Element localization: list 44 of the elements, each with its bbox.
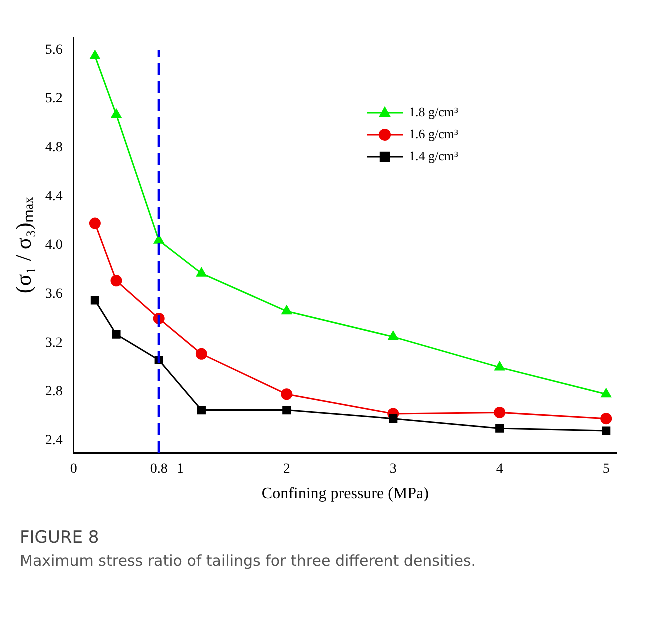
legend-label: 1.4 g/cm³ xyxy=(409,148,458,164)
y-tick-label: 2.8 xyxy=(45,384,63,400)
point xyxy=(282,406,292,415)
point xyxy=(90,296,100,305)
y-tick-label: 3.2 xyxy=(45,336,63,351)
y-tick-label: 4.4 xyxy=(45,189,63,204)
point xyxy=(197,406,206,415)
x-tick-label: 0.8 xyxy=(150,462,168,478)
legend-label: 1.6 g/cm³ xyxy=(409,126,458,142)
point xyxy=(196,268,207,277)
caption: FIGURE 8 xyxy=(20,528,100,548)
point xyxy=(282,306,292,315)
point xyxy=(110,275,122,287)
y-tick-label: 2.4 xyxy=(45,433,63,448)
x-axis-title: Confining pressure (MPa) xyxy=(262,486,429,503)
x-tick-label: 1 xyxy=(176,462,184,478)
point xyxy=(496,424,504,433)
x-tick-label: 3 xyxy=(390,462,397,478)
point xyxy=(388,331,398,340)
y-tick-label: 3.6 xyxy=(45,286,63,302)
legend-label: 1.8 g/cm³ xyxy=(409,104,458,120)
x-tick-label: 4 xyxy=(496,462,504,478)
point xyxy=(111,109,122,118)
point xyxy=(154,234,164,244)
x-tick-label: 5 xyxy=(602,462,610,478)
point xyxy=(281,388,293,400)
point xyxy=(389,414,398,424)
point xyxy=(602,426,611,436)
y-tick-label: 5.2 xyxy=(45,92,63,107)
x-tick-label: 2 xyxy=(283,462,290,478)
point xyxy=(494,362,505,371)
y-tick-label: 5.6 xyxy=(45,42,63,58)
point xyxy=(601,388,612,398)
text: Maximum stress ratio of tailings for three different densities. xyxy=(20,552,478,570)
point xyxy=(196,348,208,360)
y-tick-label: 4.0 xyxy=(45,238,63,254)
point xyxy=(494,406,506,418)
y-tick-label: 4.8 xyxy=(45,140,63,156)
y-axis-title: (σ₁ / σ₃)ₘₐₓ xyxy=(10,196,36,294)
x-tick-label: 0 xyxy=(70,462,78,478)
point xyxy=(89,218,101,230)
point xyxy=(112,330,121,339)
point xyxy=(90,50,100,60)
point xyxy=(600,413,612,425)
